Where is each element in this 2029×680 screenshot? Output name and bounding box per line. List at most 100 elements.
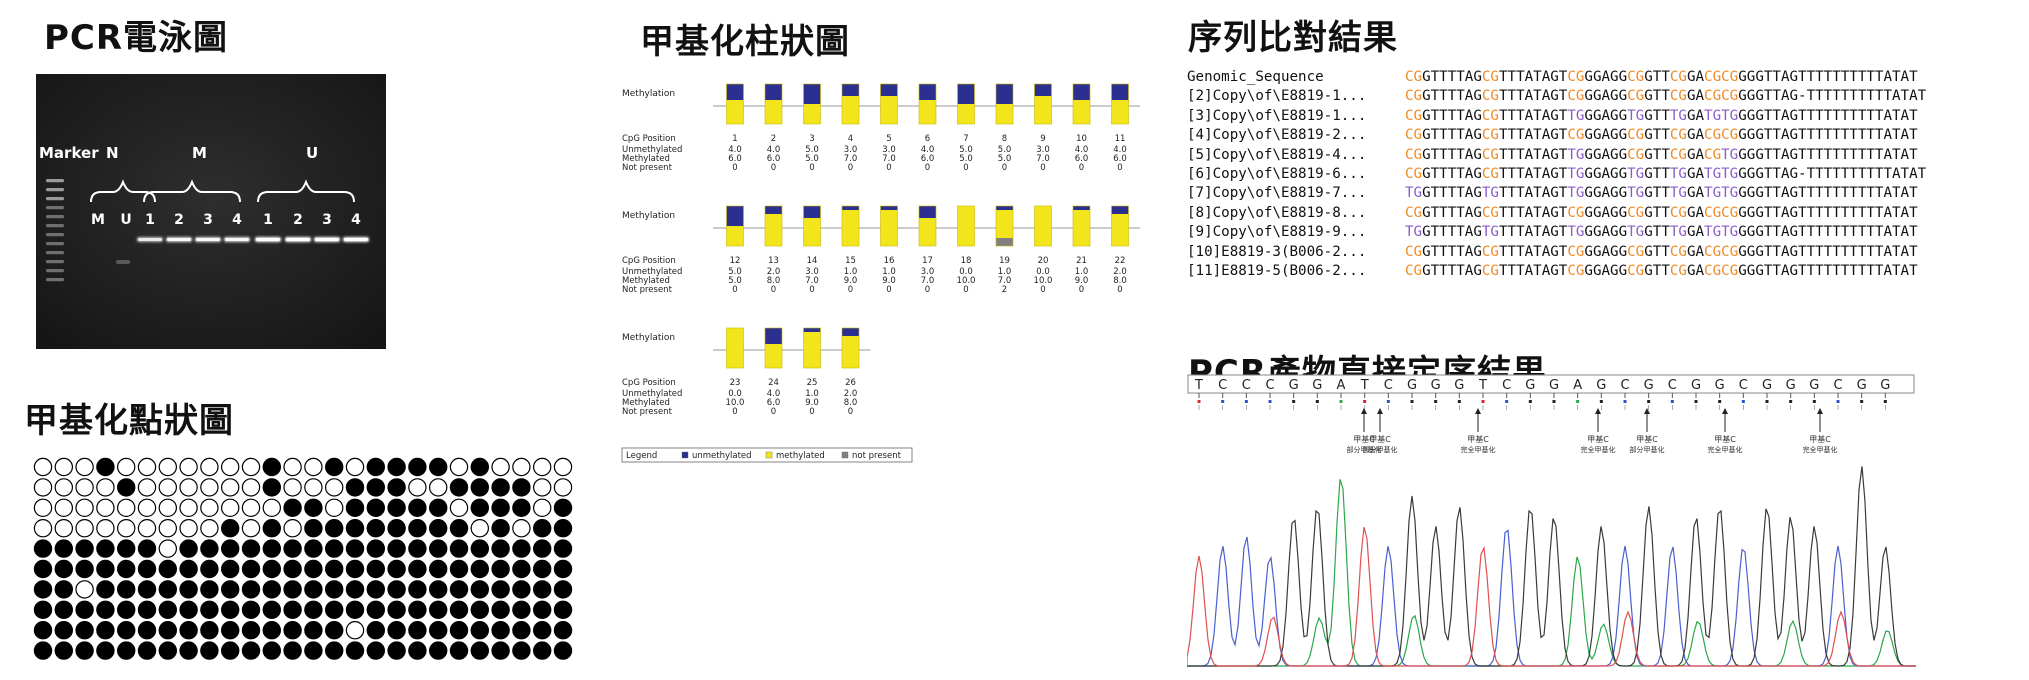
bar-outline	[803, 205, 821, 247]
methylated-dot	[116, 478, 136, 497]
quality-dot	[1434, 400, 1438, 403]
quality-dot	[1457, 400, 1461, 403]
bar-chart-title: 甲基化柱狀圖	[640, 22, 850, 62]
bar-outline	[841, 327, 860, 369]
annotation-label: 甲基C	[1369, 434, 1391, 444]
cpg-position: 5	[886, 134, 891, 144]
methylated-dot	[345, 600, 365, 619]
gel-lane-label: 3	[322, 212, 332, 228]
methylated-value: 10.0	[726, 398, 745, 408]
unmethylated-dot	[512, 518, 531, 538]
annotation-sublabel: 完全甲基化	[1581, 445, 1616, 454]
marker-band	[46, 224, 64, 228]
quality-dot	[1789, 400, 1793, 403]
quality-dot	[1386, 400, 1390, 403]
sequence-text: CGGTTTTAGCGTTTATAGTCGGGAGGCGGTTCGGACGCGG…	[1405, 69, 1918, 85]
methylated-segment	[842, 210, 859, 246]
methylated-dot	[491, 498, 510, 517]
not-present-value: 0	[1117, 163, 1122, 173]
methylated-dot	[158, 600, 178, 619]
unmethylated-dot	[200, 518, 219, 538]
base-call: G	[1762, 378, 1772, 393]
not-present-value: 0	[1117, 285, 1122, 295]
unmethylated-value: 0.0	[728, 389, 742, 399]
gel-band-core	[138, 238, 162, 241]
methylated-value: 7.0	[844, 154, 858, 164]
cpg-position: 1	[732, 134, 737, 144]
methylated-dot	[512, 580, 531, 599]
methylated-dot	[241, 580, 261, 599]
unmethylated-dot	[304, 457, 323, 477]
unmethylated-dot	[54, 498, 73, 517]
base-call: C	[1265, 378, 1274, 393]
not-present-value: 0	[809, 285, 814, 295]
unmethylated-dot	[137, 457, 157, 477]
base-call: T	[1478, 378, 1487, 393]
bar-outline	[1034, 83, 1052, 125]
annotation-arrow	[1722, 408, 1728, 414]
unmethylated-dot	[325, 498, 344, 517]
unmethylated-dot	[158, 457, 178, 477]
methylated-segment	[803, 104, 821, 124]
methylated-dot	[470, 539, 489, 558]
not-present-segment	[996, 238, 1013, 246]
bar-row-label: Unmethylated	[622, 389, 682, 399]
quality-dot	[1268, 400, 1272, 403]
unmethylated-value: 5.0	[728, 267, 742, 277]
quality-dot	[1694, 400, 1698, 403]
methylated-dot	[429, 600, 448, 619]
sequence-name: Genomic_Sequence	[1187, 69, 1324, 85]
gel-group-u: U	[306, 144, 318, 162]
quality-dot	[1599, 400, 1603, 403]
methylation-row-label: Methylation	[622, 89, 675, 99]
methylated-dot	[449, 559, 469, 579]
methylated-dot	[491, 478, 510, 497]
legend-swatch	[765, 451, 773, 459]
methylated-segment	[880, 96, 898, 124]
annotation-arrow	[1817, 408, 1823, 414]
bar-row-label: Not present	[622, 163, 673, 173]
gel-group-n: N	[106, 144, 119, 162]
alignment-row: [9]Copy\of\E8819-9... TGGTTTTAGTGTTTATAGT…	[1187, 223, 2029, 242]
not-present-value: 0	[1040, 285, 1045, 295]
legend-label: methylated	[776, 451, 825, 461]
unmethylated-dot	[429, 478, 448, 497]
methylated-dot	[470, 478, 489, 497]
bar-outline	[764, 205, 783, 247]
unmethylated-dot	[116, 498, 136, 517]
unmethylated-value: 1.0	[998, 267, 1012, 277]
unmethylated-segment	[996, 84, 1013, 104]
cpg-position: 21	[1076, 256, 1087, 266]
base-call: G	[1289, 378, 1299, 393]
annotation-label: 甲基C	[1636, 434, 1658, 444]
methylated-dot	[179, 580, 198, 599]
alignment-row: [7]Copy\of\E8819-7... TGGTTTTAGTGTTTATAGT…	[1187, 184, 2029, 203]
unmethylated-dot	[283, 457, 302, 477]
base-call: G	[1525, 378, 1535, 393]
trace-c	[1187, 529, 1916, 667]
marker-band	[46, 242, 64, 246]
methylated-dot	[429, 620, 448, 640]
methylated-dot	[200, 559, 219, 579]
unmethylated-value: 2.0	[1113, 267, 1127, 277]
unmethylated-dot	[345, 457, 365, 477]
not-present-value: 0	[809, 407, 814, 417]
gel-lane-label: 1	[145, 212, 155, 228]
methylated-dot	[449, 641, 469, 660]
not-present-value: 0	[771, 407, 776, 417]
methylated-dot	[429, 518, 448, 538]
methylated-dot	[429, 641, 448, 660]
methylated-value: 7.0	[805, 276, 819, 286]
unmethylated-dot	[304, 478, 323, 497]
cpg-position: 10	[1076, 134, 1087, 144]
trace-t	[1186, 526, 1916, 667]
not-present-value: 0	[886, 285, 891, 295]
methylated-dot	[33, 580, 53, 599]
bar-outline	[841, 205, 860, 247]
sequence-text: CGGTTTTAGCGTTTATAGTCGGGAGGCGGTTCGGACGCGG…	[1405, 243, 1918, 260]
methylated-dot	[158, 559, 178, 579]
methylated-dot	[491, 580, 510, 599]
unmethylated-dot	[325, 478, 344, 497]
